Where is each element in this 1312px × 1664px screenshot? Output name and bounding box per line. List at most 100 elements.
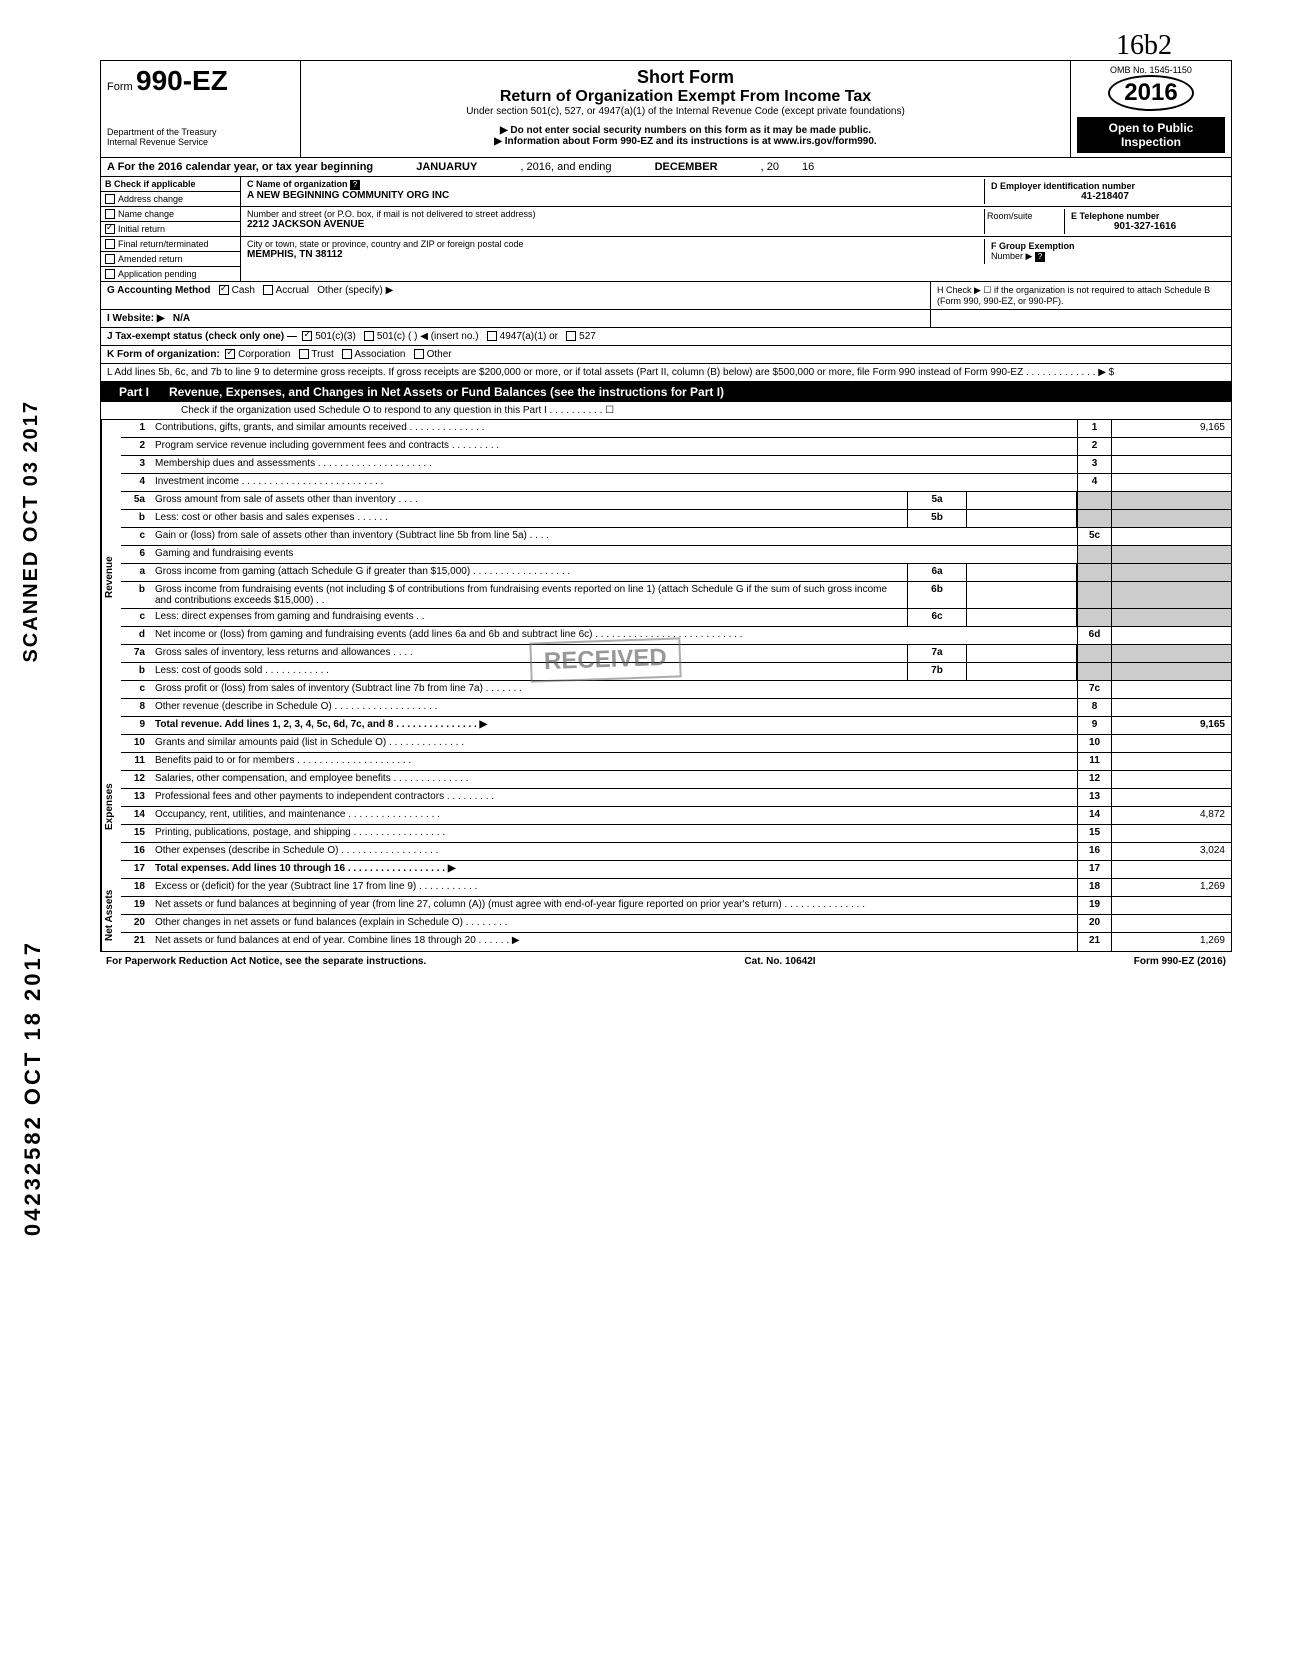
line-5a: 5aGross amount from sale of assets other…: [121, 492, 1231, 510]
side-revenue: Revenue: [101, 420, 121, 735]
section-c-addr: Number and street (or P.O. box, if mail …: [247, 209, 985, 234]
dept-treasury: Department of the Treasury Internal Reve…: [107, 127, 294, 147]
row-a-end-month: DECEMBER: [655, 161, 718, 173]
row-a-mid: , 2016, and ending: [520, 161, 611, 173]
footer-mid: Cat. No. 10642I: [744, 956, 815, 967]
row-j: J Tax-exempt status (check only one) — 5…: [101, 328, 1231, 346]
chk-initial-return[interactable]: Initial return: [101, 222, 240, 237]
chk-label-2: Initial return: [118, 224, 165, 234]
d-label: D Employer identification number: [991, 181, 1219, 191]
revenue-group: Revenue 1Contributions, gifts, grants, a…: [101, 420, 1231, 735]
line-5c: cGain or (loss) from sale of assets othe…: [121, 528, 1231, 546]
chk-assoc[interactable]: [342, 349, 352, 359]
line-19: 19Net assets or fund balances at beginni…: [121, 897, 1231, 915]
chk-label-3: Final return/terminated: [118, 239, 209, 249]
org-city: MEMPHIS, TN 38112: [247, 249, 984, 260]
room-suite-label: Room/suite: [985, 209, 1065, 234]
k-label: K Form of organization:: [107, 349, 220, 360]
chk-4947[interactable]: [487, 331, 497, 341]
line-7a: 7aGross sales of inventory, less returns…: [121, 645, 1231, 663]
section-subtitle: Under section 501(c), 527, or 4947(a)(1)…: [307, 106, 1064, 117]
chk-label-4: Amended return: [118, 254, 183, 264]
expenses-group: Expenses 10Grants and similar amounts pa…: [101, 735, 1231, 879]
chk-label-1: Name change: [118, 209, 174, 219]
line-18: 18Excess or (deficit) for the year (Subt…: [121, 879, 1231, 897]
g-other: Other (specify) ▶: [317, 285, 393, 296]
chk-other-org[interactable]: [414, 349, 424, 359]
j-opt1: 501(c)(3): [315, 331, 356, 342]
line-14: 14Occupancy, rent, utilities, and mainte…: [121, 807, 1231, 825]
col-cde: C Name of organization ? A NEW BEGINNING…: [241, 177, 1231, 281]
line-1: 1Contributions, gifts, grants, and simil…: [121, 420, 1231, 438]
chk-cash[interactable]: [219, 285, 229, 295]
help-icon[interactable]: ?: [1035, 252, 1045, 262]
header-right: OMB No. 1545-1150 2016 Open to Public In…: [1071, 61, 1231, 157]
line-9: 9Total revenue. Add lines 1, 2, 3, 4, 5c…: [121, 717, 1231, 735]
line-5b: bLess: cost or other basis and sales exp…: [121, 510, 1231, 528]
chk-501c3[interactable]: [302, 331, 312, 341]
chk-trust[interactable]: [299, 349, 309, 359]
header-left: Form 990-EZ Department of the Treasury I…: [101, 61, 301, 157]
form-number: 990-EZ: [136, 65, 228, 96]
dln-stamp: 04232582 OCT 18 2017: [20, 940, 46, 1236]
line-21: 21Net assets or fund balances at end of …: [121, 933, 1231, 951]
g-cash: Cash: [232, 285, 255, 296]
line-17: 17Total expenses. Add lines 10 through 1…: [121, 861, 1231, 879]
chk-corp[interactable]: [225, 349, 235, 359]
scanned-stamp: SCANNED OCT 03 2017: [20, 400, 43, 663]
ein-value: 41-218407: [991, 191, 1219, 202]
tax-year: 2016: [1108, 75, 1193, 111]
phone-value: 901-327-1616: [1071, 221, 1219, 232]
footer-left: For Paperwork Reduction Act Notice, see …: [106, 956, 426, 967]
line-11: 11Benefits paid to or for members . . . …: [121, 753, 1231, 771]
line-6a: aGross income from gaming (attach Schedu…: [121, 564, 1231, 582]
k-other: Other: [427, 349, 452, 360]
chk-final-return[interactable]: Final return/terminated: [101, 237, 240, 252]
line-2: 2Program service revenue including gover…: [121, 438, 1231, 456]
row-a-begin: JANUARUY: [416, 161, 477, 173]
c-addr-label: Number and street (or P.O. box, if mail …: [247, 209, 984, 219]
i-label: I Website: ▶: [107, 313, 165, 324]
section-c-name: C Name of organization ? A NEW BEGINNING…: [247, 179, 985, 204]
section-bcdef: B Check if applicable Address change Nam…: [101, 177, 1231, 282]
row-a-yr-prefix: , 20: [761, 161, 779, 173]
line-6d: dNet income or (loss) from gaming and fu…: [121, 627, 1231, 645]
org-name: A NEW BEGINNING COMMUNITY ORG INC: [247, 190, 984, 201]
j-opt2: 501(c) ( ) ◀ (insert no.): [377, 331, 479, 342]
short-form-title: Short Form: [307, 67, 1064, 88]
form-990ez-container: Form 990-EZ Department of the Treasury I…: [100, 60, 1232, 952]
row-a-prefix: A For the 2016 calendar year, or tax yea…: [107, 161, 373, 173]
footer-right: Form 990-EZ (2016): [1134, 956, 1226, 967]
form-prefix: Form: [107, 81, 133, 93]
row-h: H Check ▶ ☐ if the organization is not r…: [931, 282, 1231, 309]
return-title: Return of Organization Exempt From Incom…: [307, 88, 1064, 106]
line-6: 6Gaming and fundraising events: [121, 546, 1231, 564]
part1-header: Part I Revenue, Expenses, and Changes in…: [101, 382, 1231, 402]
chk-501c[interactable]: [364, 331, 374, 341]
line-15: 15Printing, publications, postage, and s…: [121, 825, 1231, 843]
row-g-h: G Accounting Method Cash Accrual Other (…: [101, 282, 1231, 310]
chk-application-pending[interactable]: Application pending: [101, 267, 240, 281]
line-6c: cLess: direct expenses from gaming and f…: [121, 609, 1231, 627]
help-icon[interactable]: ?: [350, 180, 360, 190]
chk-amended-return[interactable]: Amended return: [101, 252, 240, 267]
line-3: 3Membership dues and assessments . . . .…: [121, 456, 1231, 474]
chk-accrual[interactable]: [263, 285, 273, 295]
chk-label-5: Application pending: [118, 269, 197, 279]
section-e: E Telephone number 901-327-1616: [1065, 209, 1225, 234]
j-opt3: 4947(a)(1) or: [500, 331, 558, 342]
chk-address-change[interactable]: Address change: [101, 192, 240, 207]
section-f: F Group Exemption Number ▶ ?: [985, 239, 1225, 264]
j-label: J Tax-exempt status (check only one) —: [107, 331, 297, 342]
chk-label-0: Address change: [118, 194, 183, 204]
part1-title: Revenue, Expenses, and Changes in Net As…: [169, 385, 724, 399]
k-assoc: Association: [354, 349, 405, 360]
e-label: E Telephone number: [1071, 211, 1219, 221]
row-i: I Website: ▶ N/A: [101, 310, 1231, 328]
chk-name-change[interactable]: Name change: [101, 207, 240, 222]
chk-527[interactable]: [566, 331, 576, 341]
line-13: 13Professional fees and other payments t…: [121, 789, 1231, 807]
k-trust: Trust: [311, 349, 333, 360]
row-a-end-yr: 16: [802, 161, 814, 173]
line-16: 16Other expenses (describe in Schedule O…: [121, 843, 1231, 861]
